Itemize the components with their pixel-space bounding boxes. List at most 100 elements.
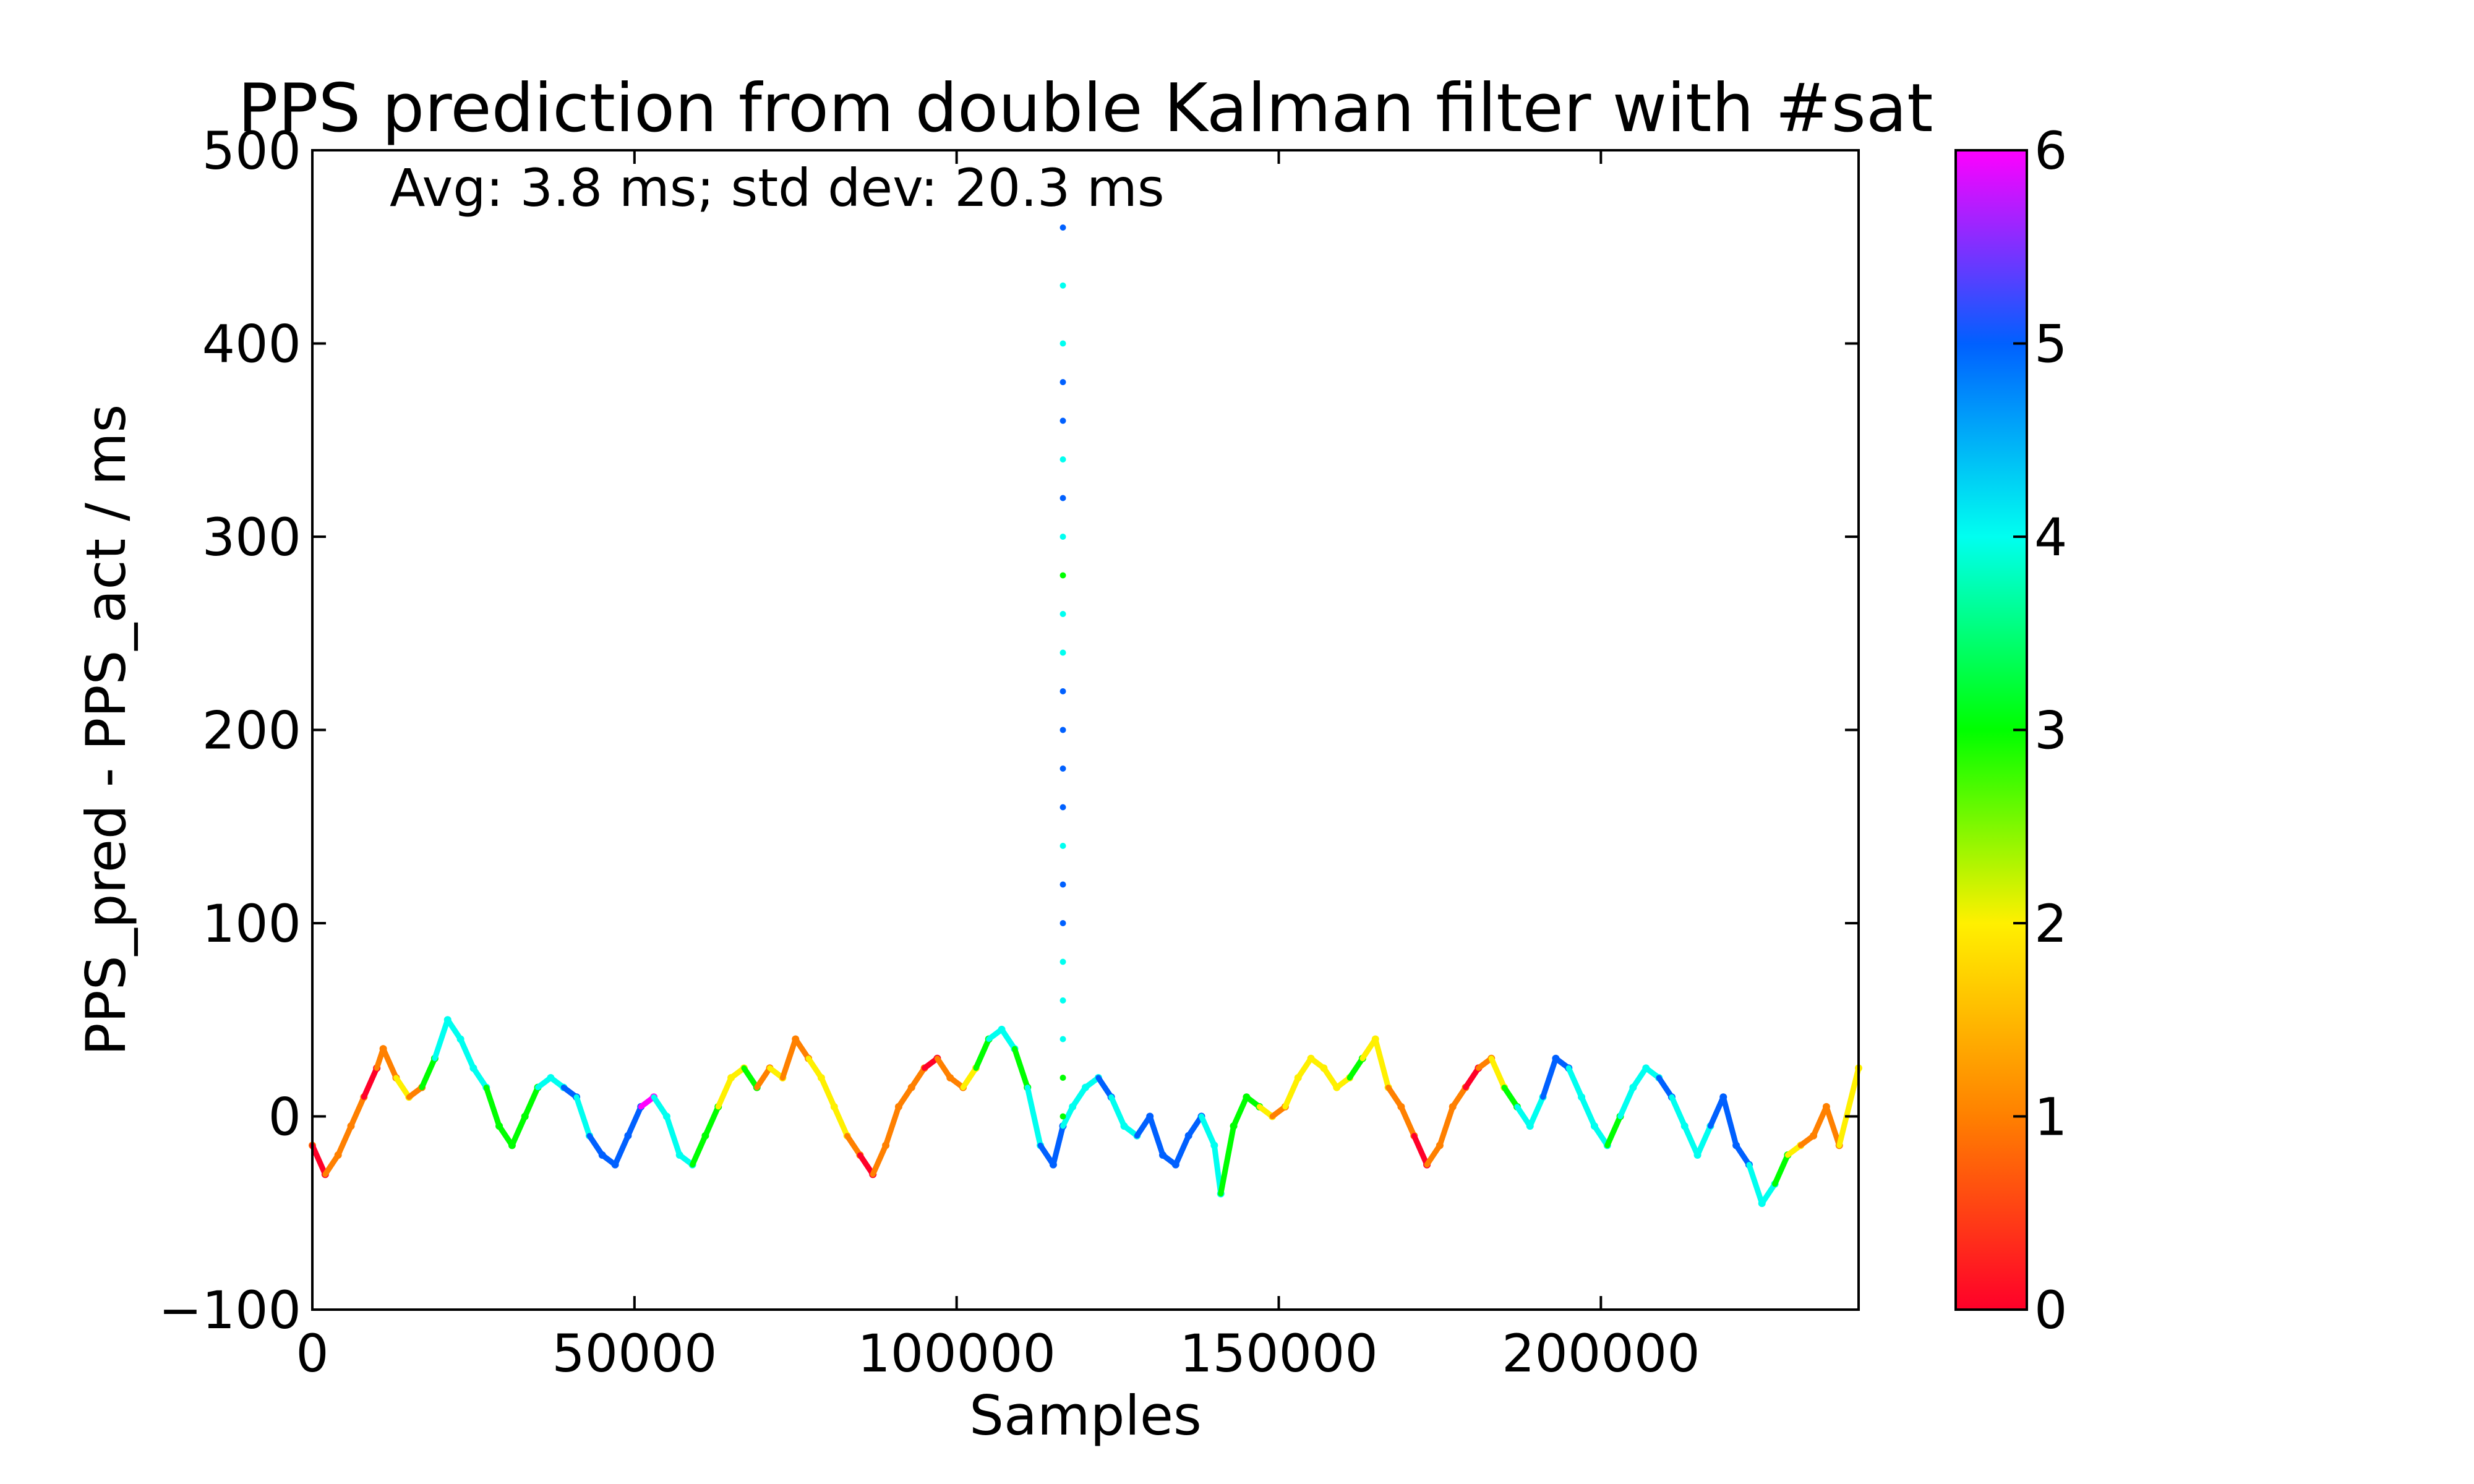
- colorbar: 0 1 2 3 4 5 6: [1954, 121, 2067, 1341]
- trace-segment: [1411, 1133, 1430, 1168]
- colorbar-tick-label: 5: [2034, 314, 2067, 375]
- data-point: [1059, 1113, 1066, 1120]
- trace-segment: [309, 1142, 328, 1177]
- trace-segment: [393, 1075, 412, 1100]
- trace-segment: [1565, 1065, 1585, 1100]
- data-point: [1059, 611, 1066, 617]
- data-point: [1059, 920, 1066, 926]
- trace-segment: [844, 1133, 863, 1158]
- trace-segment: [999, 1026, 1017, 1052]
- trace-segment: [1514, 1104, 1533, 1129]
- trace-segment: [509, 1114, 528, 1148]
- trace-segment: [1424, 1142, 1443, 1168]
- trace-segment: [432, 1017, 451, 1062]
- trace-segment: [960, 1065, 979, 1091]
- data-point: [1059, 1036, 1066, 1043]
- x-tick-label: 200000: [1502, 1323, 1700, 1384]
- trace-segment: [1069, 1085, 1089, 1110]
- colorbar-ticks: 0 1 2 3 4 5 6: [2013, 121, 2067, 1341]
- trace-segment: [586, 1133, 606, 1158]
- stats-annotation: Avg: 3.8 ms; std dev: 20.3 ms: [390, 158, 1165, 218]
- trace-segment: [1695, 1123, 1713, 1158]
- y-tick-label: 300: [202, 507, 301, 568]
- trace-segment: [445, 1017, 464, 1042]
- trace-segment: [1050, 1123, 1066, 1168]
- trace-segment: [1186, 1114, 1204, 1139]
- trace-segment: [1617, 1085, 1636, 1119]
- trace-segment: [1450, 1085, 1469, 1110]
- trace-segment: [831, 1104, 850, 1139]
- trace-segment: [348, 1094, 367, 1129]
- data-point: [1059, 456, 1066, 463]
- trace-segment: [702, 1104, 721, 1139]
- trace-segment: [612, 1133, 631, 1168]
- trace-segment: [1707, 1094, 1726, 1129]
- plot-area: 0 50000 100000 150000 200000 −10001002003004…: [158, 121, 1862, 1384]
- trace-segment: [883, 1104, 902, 1148]
- y-axis-ticks: −100 0 100 200 300 400 500: [158, 121, 1859, 1341]
- colorbar-tick-label: 1: [2034, 1087, 2067, 1148]
- trace-segment: [1810, 1104, 1830, 1139]
- trace-segment: [1656, 1075, 1675, 1100]
- trace-segment: [909, 1065, 928, 1091]
- colorbar-tick-label: 2: [2034, 893, 2067, 954]
- trace-segment: [1218, 1123, 1237, 1196]
- trace-segment: [973, 1036, 992, 1071]
- trace-segment: [1604, 1114, 1624, 1148]
- trace-segment: [522, 1085, 541, 1119]
- y-tick-label: 400: [202, 314, 301, 375]
- trace-segment: [651, 1094, 670, 1119]
- x-tick-label: 150000: [1179, 1323, 1378, 1384]
- trace-segment: [1359, 1036, 1379, 1062]
- data-point: [1059, 688, 1066, 694]
- trace-segment: [870, 1142, 889, 1177]
- trace-segment: [380, 1046, 399, 1081]
- trace-segment: [419, 1055, 438, 1091]
- trace-segment: [1836, 1065, 1862, 1148]
- trace-segment: [741, 1065, 760, 1091]
- trace-segment: [664, 1114, 683, 1158]
- trace-segment: [625, 1104, 644, 1139]
- trace-segment: [1540, 1055, 1559, 1100]
- x-axis-label: Samples: [969, 1384, 1202, 1448]
- trace-segment: [361, 1065, 380, 1100]
- trace-segment: [1437, 1104, 1456, 1148]
- trace-segment: [1199, 1114, 1217, 1148]
- trace-segment: [1746, 1162, 1765, 1206]
- axes-frame: [311, 149, 1860, 1311]
- y-tick-label: 500: [202, 121, 301, 181]
- trace-segment: [1231, 1094, 1249, 1129]
- trace-segment: [1282, 1075, 1301, 1110]
- trace-segment: [1346, 1055, 1366, 1081]
- trace-segment: [1591, 1123, 1611, 1148]
- chart-title: PPS prediction from double Kalman filter…: [238, 70, 1933, 147]
- trace-segment: [1134, 1114, 1153, 1139]
- data-point: [1059, 958, 1066, 965]
- data-point: [1059, 572, 1066, 579]
- trace-segment: [1823, 1104, 1843, 1148]
- trace-segment: [1527, 1094, 1546, 1129]
- trace-segment: [1772, 1152, 1791, 1187]
- trace-segment: [1385, 1085, 1404, 1110]
- trace-segment: [573, 1094, 593, 1139]
- data-point: [1059, 417, 1066, 424]
- trace-segment: [1320, 1065, 1340, 1091]
- trace-segment: [1147, 1114, 1166, 1158]
- trace-segment: [1011, 1046, 1030, 1091]
- y-tick-label: 0: [268, 1087, 301, 1148]
- trace-segment: [470, 1065, 489, 1091]
- data-point: [1059, 282, 1066, 289]
- trace-segment: [754, 1065, 773, 1091]
- trace-segment: [1095, 1075, 1115, 1100]
- colorbar-tick-label: 6: [2034, 121, 2067, 181]
- trace-segment: [934, 1055, 953, 1081]
- y-axis-label: PPS_pred - PPS_act / ms: [74, 404, 138, 1056]
- trace-segment: [1488, 1055, 1507, 1091]
- trace-segment: [496, 1123, 515, 1148]
- trace-segment: [896, 1085, 915, 1110]
- data-point: [1059, 534, 1066, 540]
- x-axis-ticks: 0 50000 100000 150000 200000: [296, 150, 1700, 1384]
- data-point: [1059, 765, 1066, 772]
- data-point: [1059, 224, 1066, 231]
- y-tick-label: 100: [202, 893, 301, 954]
